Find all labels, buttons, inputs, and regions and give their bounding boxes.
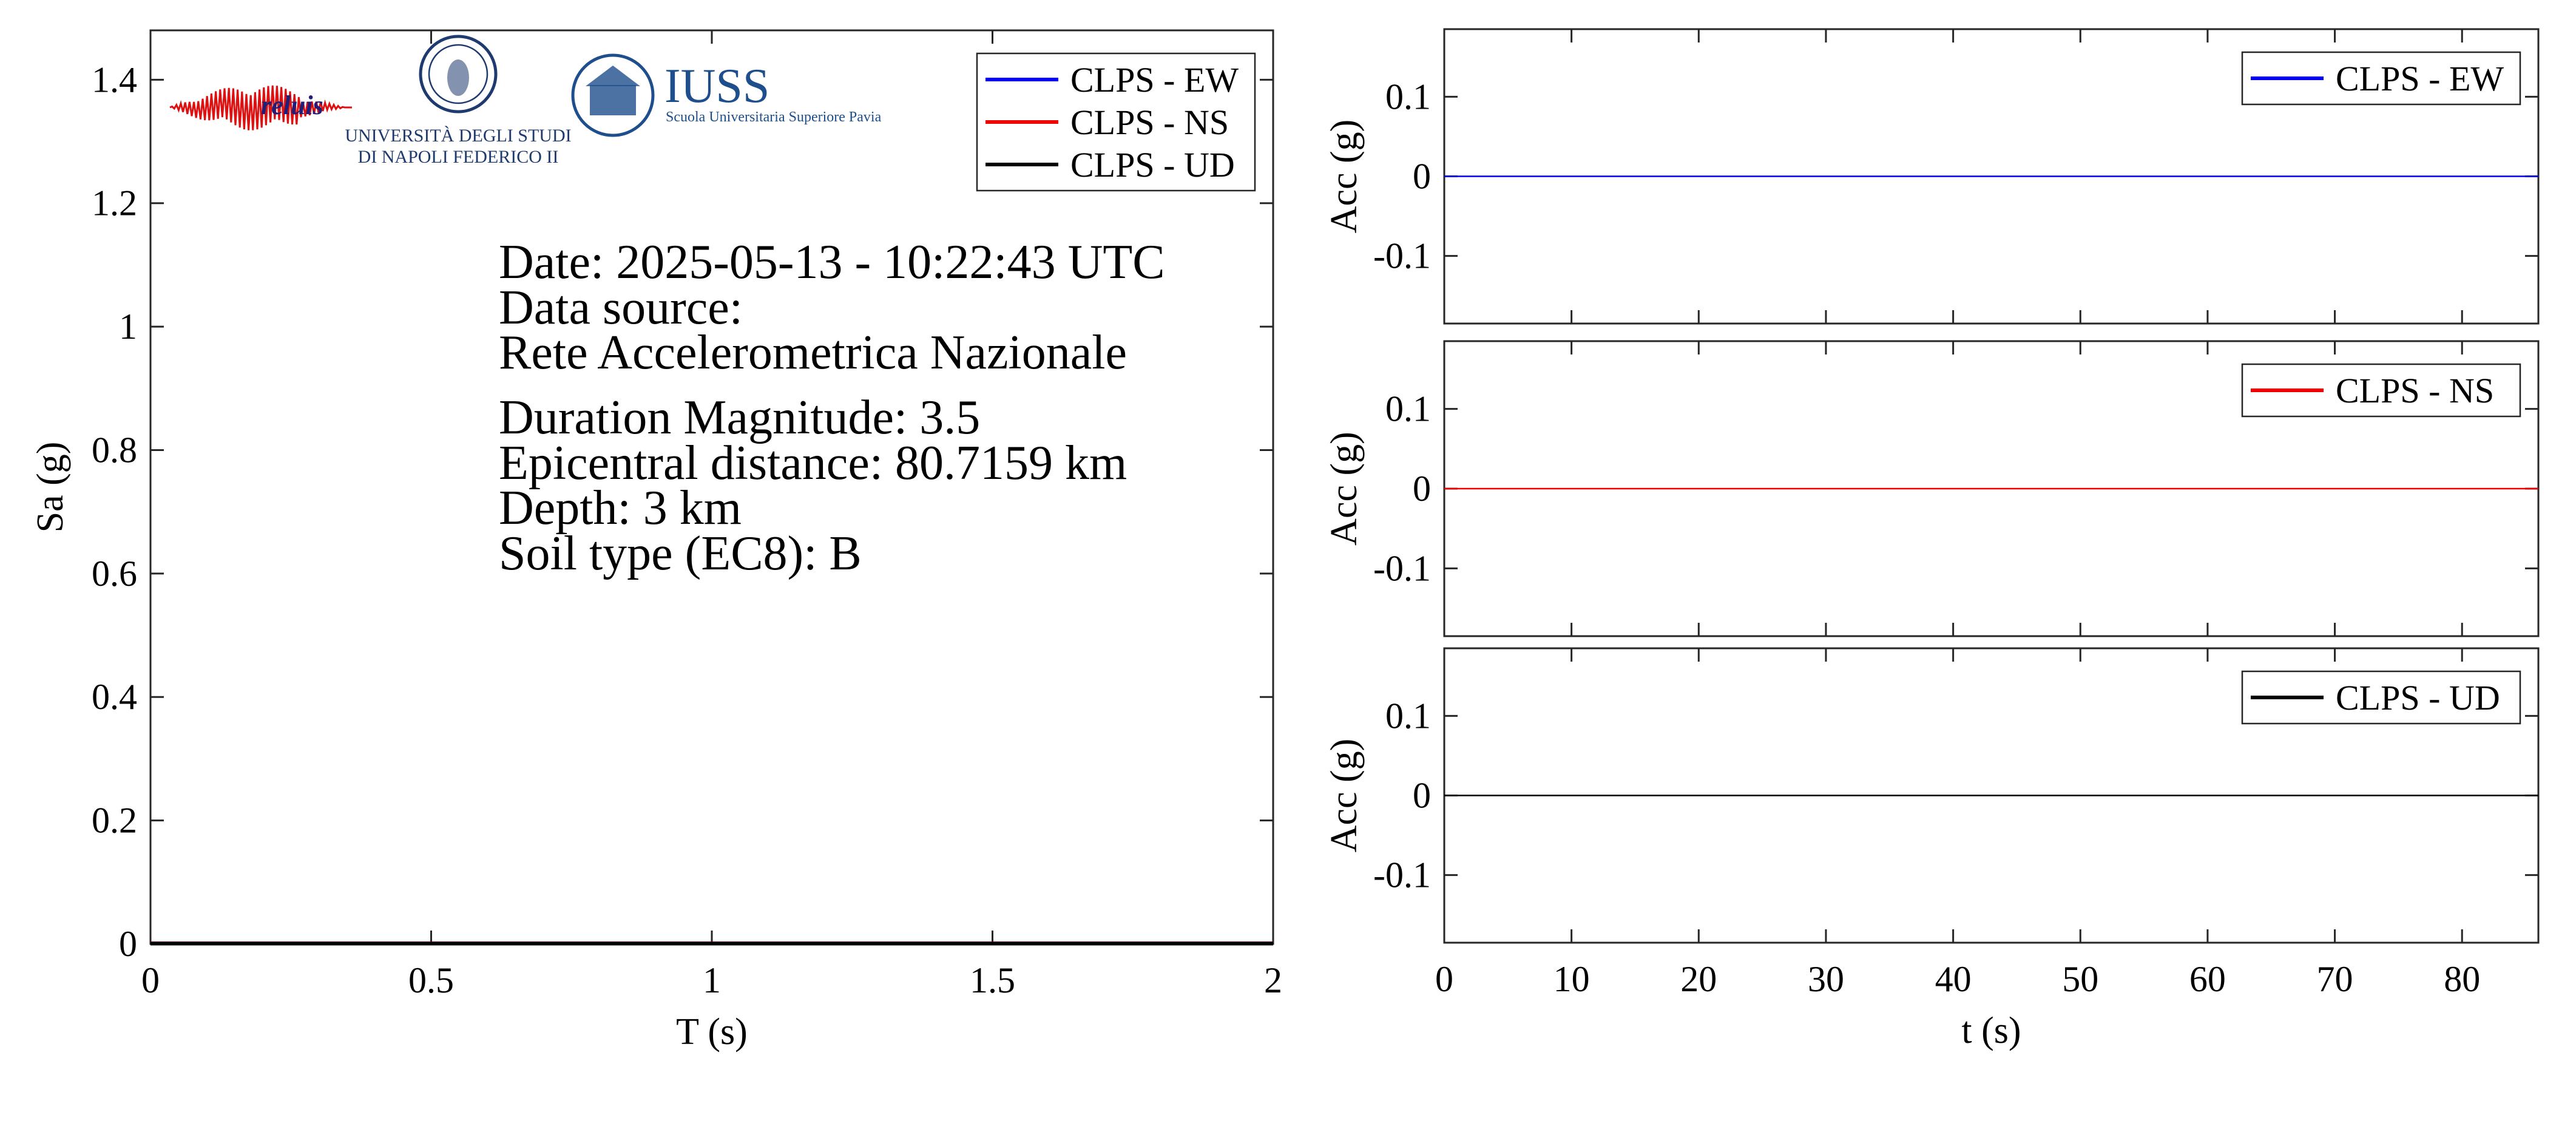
- event-info-line: Epicentral distance: 80.7159 km: [499, 436, 1127, 490]
- x-tick-label: 50: [2062, 959, 2098, 999]
- x-tick-label: 80: [2444, 959, 2480, 999]
- event-info-line: Duration Magnitude: 3.5: [499, 391, 980, 444]
- x-tick-label: 0: [1435, 959, 1453, 999]
- x-tick-label: 20: [1680, 959, 1717, 999]
- iuss-subtitle: Scuola Universitaria Superiore Pavia: [666, 109, 882, 125]
- event-info-line: Data source:: [499, 281, 743, 334]
- y-tick-label: 0.2: [92, 801, 137, 841]
- y-axis-label: Acc (g): [1323, 432, 1365, 546]
- legend-label: CLPS - UD: [2336, 678, 2500, 717]
- legend-label: CLPS - NS: [1070, 103, 1229, 142]
- y-tick-label: 0.1: [1385, 696, 1431, 736]
- x-tick-label: 70: [2317, 959, 2353, 999]
- iuss-emblem: [571, 53, 655, 137]
- y-tick-label: 0: [1413, 157, 1431, 197]
- unina-line2: DI NAPOLI FEDERICO II: [358, 147, 559, 167]
- iuss-title: IUSS: [664, 59, 769, 113]
- acc-ns-panel: -0.1 0 0.1 Acc (g) CLPS - NS: [1323, 340, 2540, 637]
- legend-label: CLPS - NS: [2336, 371, 2494, 410]
- acc-ew-panel: -0.1 0 0.1 Acc (g) CLPS - EW: [1323, 28, 2540, 325]
- y-tick-label: 1.4: [92, 59, 137, 100]
- y-tick-label: -0.1: [1373, 548, 1431, 588]
- event-info-line: Depth: 3 km: [499, 481, 742, 535]
- iuss-emblem-roof: [586, 66, 640, 86]
- acc-ud-panel: -0.1 0 0.1 0 10 20 30 40 50 60 70 80 t (s) Acc (g) CLP…: [1323, 647, 2540, 1051]
- y-tick-label: 0: [1413, 469, 1431, 509]
- y-tick-label: 0.6: [92, 554, 137, 594]
- spectrum-panel: 0 0.2 0.4 0.6 0.8 1 1.2 1.4 0 0.5 1 1.5 2 T (s) Sa (g)…: [30, 29, 1282, 1053]
- y-tick-label: 0.1: [1385, 389, 1431, 429]
- y-axis-label: Sa (g): [30, 442, 71, 533]
- legend: CLPS - UD: [2241, 670, 2521, 725]
- unina-seal-inner: [428, 44, 488, 104]
- unina-line1: UNIVERSITÀ DEGLI STUDI: [345, 126, 571, 146]
- x-axis-label: t (s): [1961, 1010, 2021, 1051]
- x-tick-label: 40: [1935, 959, 1972, 999]
- x-tick-label: 1.5: [970, 960, 1015, 1000]
- x-tick-label: 30: [1808, 959, 1844, 999]
- event-info-line: Rete Accelerometrica Nazionale: [499, 326, 1127, 379]
- x-tick-label: 60: [2189, 959, 2226, 999]
- legend-box: [2241, 670, 2521, 725]
- legend-label: CLPS - EW: [2336, 59, 2504, 98]
- unina-seal-figure: [447, 59, 469, 96]
- reluis-wave: [169, 85, 352, 131]
- y-tick-label: 0.1: [1385, 76, 1431, 117]
- x-tick-label: 0.5: [408, 960, 454, 1000]
- x-tick-label: 0: [141, 960, 160, 1000]
- reluis-text: reluis: [261, 90, 323, 120]
- x-tick-label: 1: [703, 960, 721, 1000]
- x-tick-label: 2: [1264, 960, 1282, 1000]
- unina-seal: [419, 35, 498, 114]
- legend-label: CLPS - UD: [1070, 145, 1235, 185]
- legend-label: CLPS - EW: [1070, 60, 1239, 100]
- y-tick-label: 0.8: [92, 430, 137, 470]
- y-tick-label: -0.1: [1373, 855, 1431, 895]
- iuss-emblem-building: [590, 85, 636, 115]
- event-info-line: Soil type (EC8): B: [499, 527, 862, 580]
- y-axis-label: Acc (g): [1323, 120, 1365, 234]
- x-tick-label: 10: [1553, 959, 1590, 999]
- legend: CLPS - NS: [2241, 363, 2521, 418]
- y-tick-label: 0: [119, 924, 137, 964]
- y-tick-label: -0.1: [1373, 236, 1431, 276]
- event-info-line: Date: 2025-05-13 - 10:22:43 UTC: [499, 236, 1165, 289]
- y-axis-label: Acc (g): [1323, 739, 1365, 853]
- y-tick-label: 0.4: [92, 677, 137, 717]
- y-tick-label: 1: [119, 307, 137, 347]
- x-axis-label: T (s): [676, 1011, 748, 1053]
- reluis-logo: reluis: [169, 85, 352, 131]
- legend: CLPS - EW: [2241, 51, 2521, 106]
- y-tick-label: 1.2: [92, 183, 137, 223]
- y-tick-label: 0: [1413, 776, 1431, 816]
